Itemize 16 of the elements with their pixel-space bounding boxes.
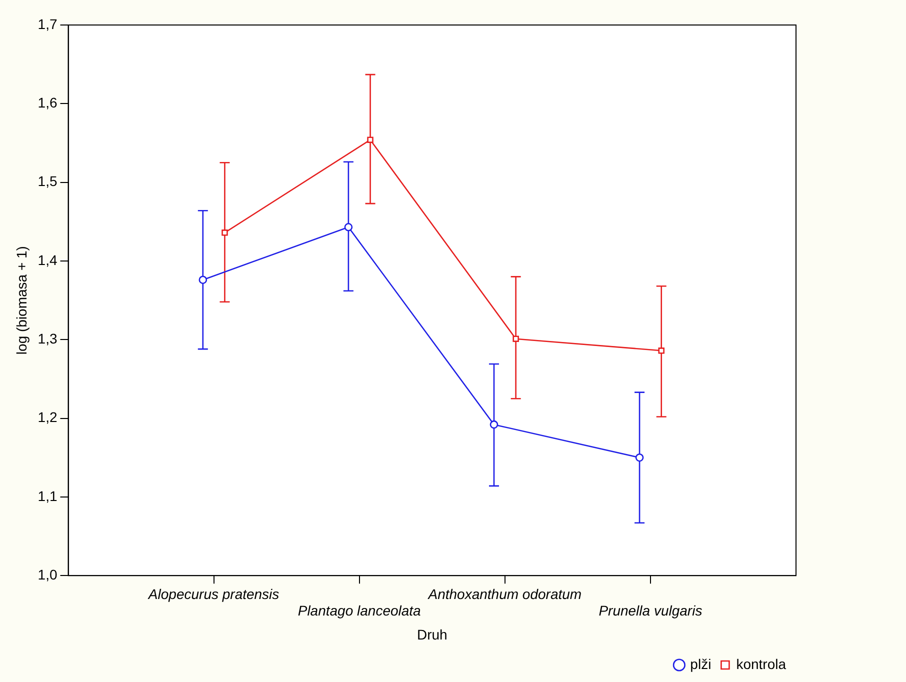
y-axis-title: log (biomasa + 1) — [13, 246, 30, 355]
y-tick-label: 1,3 — [38, 330, 58, 346]
x-tick-label: Prunella vulgaris — [598, 602, 702, 619]
y-tick-label: 1,7 — [38, 16, 58, 32]
legend-label: kontrola — [736, 656, 786, 672]
legend-label: plži — [690, 656, 712, 672]
x-tick-label: Plantago lanceolata — [298, 602, 422, 619]
y-tick-label: 1,2 — [38, 409, 58, 426]
x-tick-label: Anthoxanthum odoratum — [427, 586, 582, 602]
y-tick-label: 1,4 — [38, 252, 58, 268]
y-tick-label: 1,5 — [38, 173, 58, 190]
x-tick-label: Alopecurus pratensis — [147, 586, 280, 602]
y-tick-label: 1,6 — [38, 94, 58, 111]
y-tick-label: 1,0 — [38, 566, 58, 582]
x-axis-title: Druh — [416, 626, 448, 642]
y-tick-label: 1,1 — [38, 488, 58, 504]
